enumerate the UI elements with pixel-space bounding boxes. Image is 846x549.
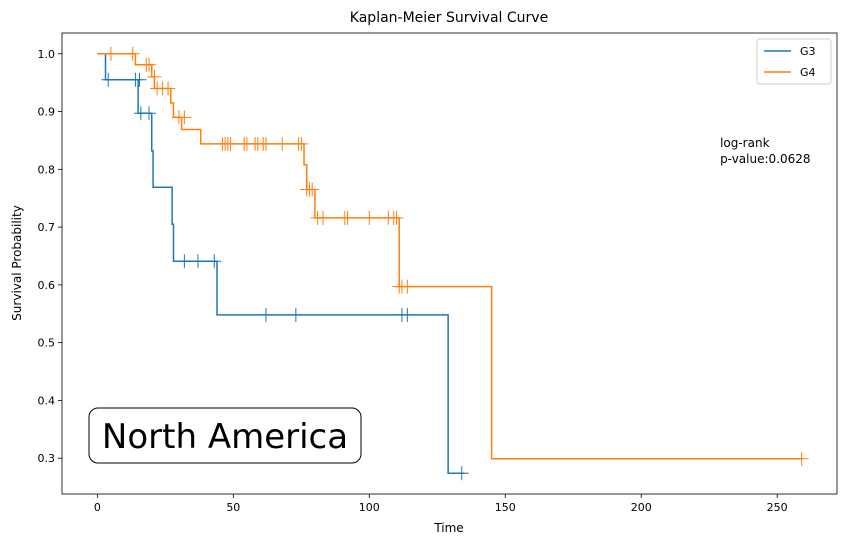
x-tick-label: 200 <box>631 501 652 514</box>
censor-marker <box>142 57 157 72</box>
x-tick-label: 0 <box>94 501 101 514</box>
series-g3 <box>97 53 469 481</box>
y-tick-label: 0.9 <box>38 106 56 119</box>
series-g4 <box>97 46 809 466</box>
censor-marker <box>103 46 118 61</box>
censor-marker <box>125 46 140 61</box>
censor-marker <box>101 72 116 87</box>
y-tick-label: 0.8 <box>38 163 56 176</box>
censor-marker <box>258 307 273 322</box>
x-tick-label: 150 <box>495 501 516 514</box>
x-axis-label: Time <box>433 521 463 535</box>
censor-marker <box>362 210 377 225</box>
legend-box <box>756 38 832 85</box>
censor-marker <box>400 307 415 322</box>
region-label: North America <box>102 417 348 457</box>
censor-marker <box>305 182 320 197</box>
y-tick-label: 0.6 <box>38 279 56 292</box>
censor-marker <box>794 451 809 466</box>
censor-marker <box>177 110 192 125</box>
annotation-line: p-value:0.0628 <box>720 152 810 166</box>
censor-marker <box>223 136 238 151</box>
legend-label: G3 <box>800 45 816 58</box>
legend: G3 G4 <box>756 38 832 85</box>
region-label-box: North America <box>88 407 362 464</box>
censor-marker <box>132 72 147 87</box>
y-axis: 0.3 0.4 0.5 0.6 0.7 0.8 0.9 1.0 <box>38 48 62 465</box>
censor-marker <box>454 466 469 481</box>
y-tick-label: 0.3 <box>38 452 56 465</box>
x-axis: 0 50 100 150 200 250 <box>94 494 788 514</box>
y-tick-label: 0.5 <box>38 337 56 350</box>
y-tick-label: 1.0 <box>38 48 56 61</box>
censor-marker <box>275 136 290 151</box>
censor-marker <box>207 254 222 269</box>
censor-marker <box>294 136 309 151</box>
legend-label: G4 <box>800 66 816 79</box>
chart-title: Kaplan-Meier Survival Curve <box>350 10 548 26</box>
censor-marker <box>340 210 355 225</box>
censor-marker <box>288 307 303 322</box>
x-tick-label: 250 <box>767 501 788 514</box>
y-axis-label: Survival Probability <box>10 205 24 321</box>
censor-marker <box>142 106 157 121</box>
annotation-line: log-rank <box>720 136 770 150</box>
y-tick-label: 0.7 <box>38 221 56 234</box>
censor-marker <box>400 279 415 294</box>
censor-marker <box>147 69 162 84</box>
log-rank-annotation: log-rank p-value:0.0628 <box>720 136 810 166</box>
censor-marker <box>161 81 176 96</box>
censor-marker <box>389 210 404 225</box>
censor-marker <box>190 254 205 269</box>
plot-frame <box>61 32 838 495</box>
x-tick-label: 50 <box>226 501 240 514</box>
x-tick-label: 100 <box>359 501 380 514</box>
y-tick-label: 0.4 <box>38 394 56 407</box>
censor-marker <box>177 254 192 269</box>
censor-marker <box>258 136 273 151</box>
censor-marker <box>316 210 331 225</box>
